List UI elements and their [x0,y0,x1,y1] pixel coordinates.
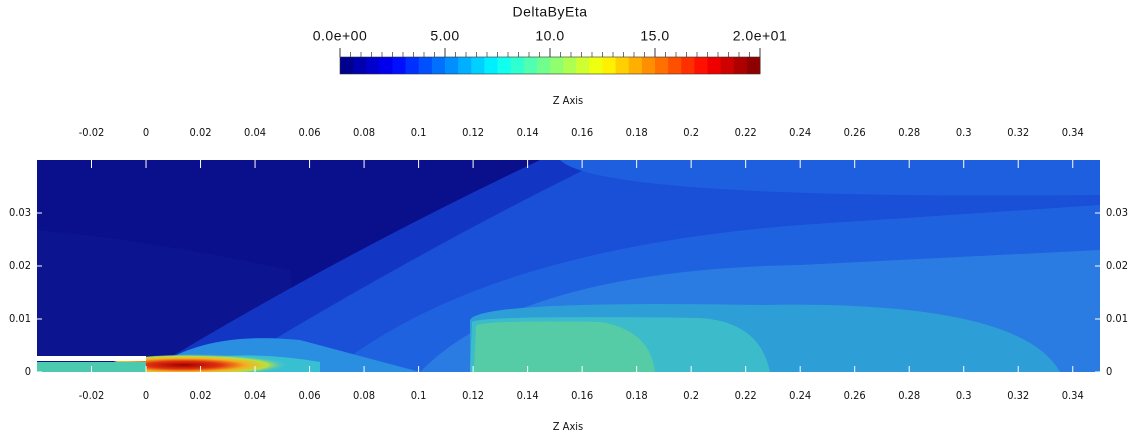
colorbar-tick-label: 5.00 [430,28,459,44]
y-tick-label: 0.03 [9,206,31,219]
colorbar-band [353,57,367,74]
x-tick-label-top: 0.3 [956,126,972,139]
x-tick-label: 0.02 [190,389,212,402]
colorbar-band [471,57,485,74]
colorbar-band [366,57,380,74]
x-tick-label-top: 0.32 [1007,126,1029,139]
x-tick-label: 0.12 [462,389,484,402]
colorbar-band [405,57,420,74]
colorbar-band [668,57,682,74]
x-tick-label-top: 0 [143,126,149,139]
y-tick-label: 0.01 [9,312,31,325]
colorbar-band [589,57,603,74]
colorbar-tick-label: 2.0e+01 [733,28,788,44]
x-tick-label-top: 0.34 [1062,126,1084,139]
colorbar-band [340,57,354,74]
colorbar-title: DeltaByEta [512,4,587,20]
x-tick-label: 0.16 [571,389,593,402]
colorbar-band [707,57,722,74]
x-tick-label-top: 0.12 [462,126,484,139]
x-axis-title: Z Axis [553,420,583,433]
colorbar-band [628,57,643,74]
colorbar-band [431,57,446,74]
x-tick-label-top: 0.28 [898,126,920,139]
colorbar-tick-label: 15.0 [640,28,669,44]
colorbar-band [445,57,459,74]
colorbar-band [484,57,498,74]
y-tick-label: 0.02 [9,259,31,272]
x-tick-label: 0.22 [735,389,757,402]
x-tick-label-top: 0.26 [844,126,866,139]
x-tick-label: 0.1 [411,389,427,402]
x-tick-label: 0.34 [1062,389,1084,402]
colorbar-band [536,57,551,74]
y-tick-label-right: 0.02 [1106,259,1128,272]
colorbar-band [615,57,630,74]
x-tick-label: 0.26 [844,389,866,402]
colorbar-tick-label: 10.0 [535,28,564,44]
colorbar-band [681,57,695,74]
x-tick-label-top: 0.22 [735,126,757,139]
colorbar-band [720,57,735,74]
x-tick-label-top: 0.2 [683,126,699,139]
colorbar-band [602,57,617,74]
x-tick-label-top: 0.08 [353,126,375,139]
colorbar-band [563,57,577,74]
colorbar-tick-label: 0.0e+00 [313,28,368,44]
colorbar-band [694,57,708,74]
x-tick-label-top: 0.1 [411,126,427,139]
colorbar-band [379,57,393,74]
colorbar-band [458,57,472,74]
x-axis-title-top: Z Axis [553,94,583,107]
colorbar-band [746,57,761,74]
x-tick-label-top: 0.24 [789,126,811,139]
x-tick-label: 0.14 [517,389,539,402]
field [37,160,1100,372]
x-tick-label-top: 0.04 [244,126,266,139]
x-tick-label: 0.28 [898,389,920,402]
colorbar-band [576,57,590,74]
x-tick-label: 0.04 [244,389,266,402]
axes: -0.02 -0.02 0 0 0.02 0.02 0.04 0.04 0.06 0.06 0.08… [9,126,1128,402]
x-tick-label: 0.18 [626,389,648,402]
colorbar-band [392,57,407,74]
x-tick-label-top: 0.14 [517,126,539,139]
y-tick-label-right: 0.01 [1106,312,1128,325]
colorbar-band [523,57,538,74]
x-tick-label-top: -0.02 [79,126,105,139]
colorbar-band [733,57,748,74]
x-tick-label: 0.2 [683,389,699,402]
x-tick-label: 0 [143,389,149,402]
x-tick-label: 0.06 [299,389,321,402]
x-tick-label: 0.3 [956,389,972,402]
colorbar: 0.0e+00 5.00 10.0 15.0 2.0e+01 [313,28,788,75]
y-tick-label: 0 [25,365,31,378]
x-tick-label: -0.02 [79,389,105,402]
y-tick-label-right: 0.03 [1106,206,1128,219]
x-tick-label: 0.08 [353,389,375,402]
colorbar-band [510,57,525,74]
x-tick-label-top: 0.02 [190,126,212,139]
x-tick-label-top: 0.06 [299,126,321,139]
colorbar-band [550,57,564,74]
colorbar-band [497,57,512,74]
x-tick-label-top: 0.16 [571,126,593,139]
x-tick-label: 0.32 [1007,389,1029,402]
colorbar-band [655,57,669,74]
x-tick-label: 0.24 [789,389,811,402]
colorbar-band [418,57,433,74]
x-tick-label-top: 0.18 [626,126,648,139]
y-tick-label-right: 0 [1106,365,1112,378]
colorbar-band [641,57,656,74]
